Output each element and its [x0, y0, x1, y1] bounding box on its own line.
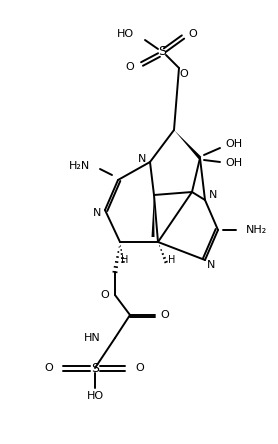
Text: NH₂: NH₂ — [246, 225, 267, 235]
Text: S: S — [91, 361, 99, 374]
Text: HO: HO — [117, 29, 134, 39]
Text: O: O — [125, 62, 134, 72]
Polygon shape — [152, 195, 155, 237]
Text: H: H — [121, 255, 129, 265]
Text: N: N — [209, 190, 217, 200]
Text: HO: HO — [86, 391, 104, 401]
Text: O: O — [180, 69, 188, 79]
Text: N: N — [138, 154, 146, 164]
Text: O: O — [160, 310, 169, 320]
Polygon shape — [174, 130, 201, 159]
Text: OH: OH — [225, 139, 242, 149]
Text: H: H — [168, 255, 175, 265]
Text: OH: OH — [225, 158, 242, 168]
Text: O: O — [135, 363, 144, 373]
Text: O: O — [188, 29, 197, 39]
Text: N: N — [207, 260, 215, 270]
Text: HN: HN — [84, 333, 101, 343]
Text: N: N — [93, 208, 101, 218]
Text: O: O — [44, 363, 53, 373]
Text: S: S — [158, 45, 166, 59]
Text: H₂N: H₂N — [69, 161, 90, 171]
Text: O: O — [101, 290, 109, 300]
